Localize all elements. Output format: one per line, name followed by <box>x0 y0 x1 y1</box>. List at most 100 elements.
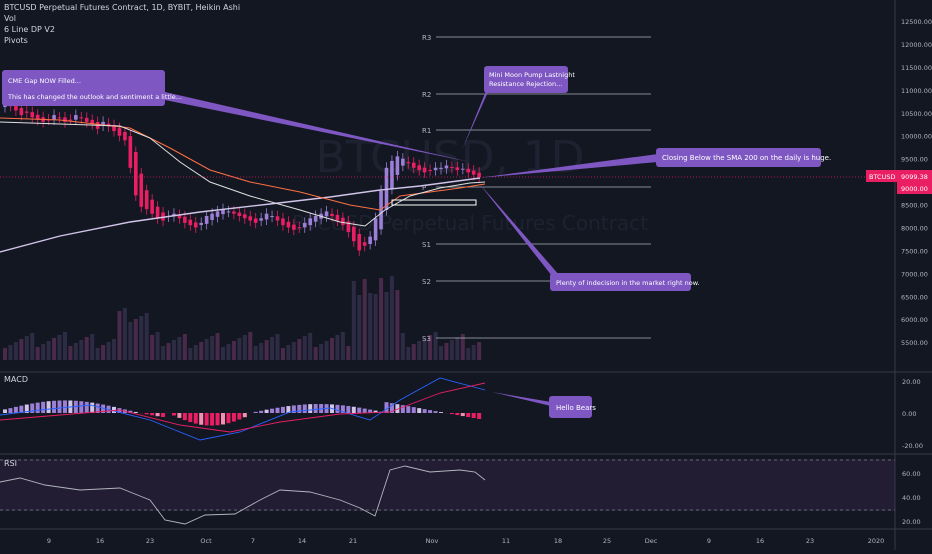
macd-hist-bar <box>472 413 476 418</box>
rsi-tick-label: 20.00 <box>902 518 921 526</box>
candle-body[interactable] <box>401 159 405 166</box>
candle-body[interactable] <box>210 214 214 220</box>
candle-body[interactable] <box>423 168 427 173</box>
macd-hist-bar <box>412 407 416 413</box>
candle-body[interactable] <box>466 169 470 173</box>
macd-label[interactable]: MACD <box>4 375 28 384</box>
candle-body[interactable] <box>330 214 334 216</box>
candle-body[interactable] <box>243 214 247 218</box>
candle-body[interactable] <box>58 117 62 118</box>
candle-body[interactable] <box>248 216 252 220</box>
candle-body[interactable] <box>325 211 329 216</box>
volume-bar <box>128 322 132 360</box>
callout-indecision[interactable]: Plenty of indecision in the market right… <box>550 273 700 291</box>
candle-body[interactable] <box>14 106 18 111</box>
rsi-label[interactable]: RSI <box>4 459 17 468</box>
candle-body[interactable] <box>292 225 296 230</box>
candle-body[interactable] <box>374 218 378 240</box>
candle-body[interactable] <box>199 223 203 225</box>
candle-body[interactable] <box>472 171 476 175</box>
candle-body[interactable] <box>276 216 280 220</box>
candle-body[interactable] <box>254 218 258 222</box>
candle-body[interactable] <box>145 190 149 209</box>
candle-body[interactable] <box>20 108 24 115</box>
candle-body[interactable] <box>477 173 481 177</box>
candle-body[interactable] <box>357 234 361 250</box>
candle-body[interactable] <box>194 222 198 227</box>
candle-body[interactable] <box>281 218 285 225</box>
candle-body[interactable] <box>407 162 411 163</box>
macd-tick-label: 0.00 <box>902 410 916 418</box>
candle-body[interactable] <box>238 213 242 216</box>
callout-cme-gap[interactable]: CME Gap NOW Filled... This has changed t… <box>2 70 182 106</box>
candle-body[interactable] <box>227 211 231 212</box>
macd-axis[interactable]: 20.000.00-20.00 <box>902 378 923 450</box>
candle-body[interactable] <box>341 218 345 225</box>
candle-body[interactable] <box>314 216 318 222</box>
candle-body[interactable] <box>30 112 34 117</box>
volume-bar <box>477 342 481 360</box>
volume-bar <box>145 313 149 360</box>
candle-body[interactable] <box>25 112 29 113</box>
macd-hist-bar <box>461 413 465 416</box>
candle-body[interactable] <box>232 212 236 214</box>
candle-body[interactable] <box>428 170 432 171</box>
candle-body[interactable] <box>445 166 449 169</box>
candle-body[interactable] <box>69 120 73 121</box>
candle-body[interactable] <box>150 200 154 214</box>
legend-title[interactable]: BTCUSD Perpetual Futures Contract, 1D, B… <box>4 2 240 13</box>
candle-body[interactable] <box>63 117 67 122</box>
candle-body[interactable] <box>308 218 312 225</box>
candle-body[interactable] <box>123 132 127 140</box>
candle-body[interactable] <box>259 218 263 220</box>
candle-body[interactable] <box>156 207 160 219</box>
candle-body[interactable] <box>363 242 367 246</box>
candle-body[interactable] <box>298 227 302 228</box>
price-tick-label: 8500.00 <box>901 202 928 210</box>
candle-body[interactable] <box>189 220 193 225</box>
candle-body[interactable] <box>287 222 291 228</box>
legend-indicator-vol[interactable]: Vol <box>4 13 240 24</box>
callout-hello-bears[interactable]: Hello Bears <box>549 396 596 418</box>
candle-body[interactable] <box>216 211 220 216</box>
macd-hist-bar <box>254 412 258 413</box>
candle-body[interactable] <box>80 117 84 118</box>
candle-body[interactable] <box>118 128 122 136</box>
candle-body[interactable] <box>183 217 187 223</box>
candle-body[interactable] <box>139 174 143 207</box>
candle-body[interactable] <box>450 167 454 168</box>
candle-body[interactable] <box>434 168 438 170</box>
legend-indicator-dp[interactable]: 6 Line DP V2 <box>4 24 240 35</box>
candle-body[interactable] <box>396 156 400 175</box>
candle-body[interactable] <box>390 161 394 189</box>
candle-body[interactable] <box>439 168 443 169</box>
candle-body[interactable] <box>336 215 340 221</box>
candle-body[interactable] <box>134 152 138 195</box>
candle-body[interactable] <box>265 214 269 220</box>
candle-body[interactable] <box>74 115 78 120</box>
candle-body[interactable] <box>352 227 356 241</box>
macd-hist-bar <box>226 413 230 423</box>
candle-body[interactable] <box>417 165 421 170</box>
legend-indicator-pivots[interactable]: Pivots <box>4 35 240 46</box>
candle-body[interactable] <box>461 169 465 170</box>
candle-body[interactable] <box>129 136 133 168</box>
candle-body[interactable] <box>412 163 416 168</box>
callout-mini-moon[interactable]: Mini Moon Pump Lastnight Resistance Reje… <box>484 66 575 93</box>
candle-body[interactable] <box>456 167 460 170</box>
candle-body[interactable] <box>205 216 209 224</box>
candle-body[interactable] <box>368 237 372 244</box>
candle-body[interactable] <box>303 223 307 227</box>
candle-body[interactable] <box>270 216 274 217</box>
callout-sma200[interactable]: Closing Below the SMA 200 on the daily i… <box>656 148 831 167</box>
macd-pane[interactable] <box>0 378 485 440</box>
candle-body[interactable] <box>85 118 89 122</box>
callout-mini-moon-line2: Resistance Rejection... <box>489 80 562 88</box>
price-tick-label: 11000.00 <box>901 87 932 95</box>
candle-body[interactable] <box>52 115 56 120</box>
time-tick-label: 23 <box>146 537 154 545</box>
